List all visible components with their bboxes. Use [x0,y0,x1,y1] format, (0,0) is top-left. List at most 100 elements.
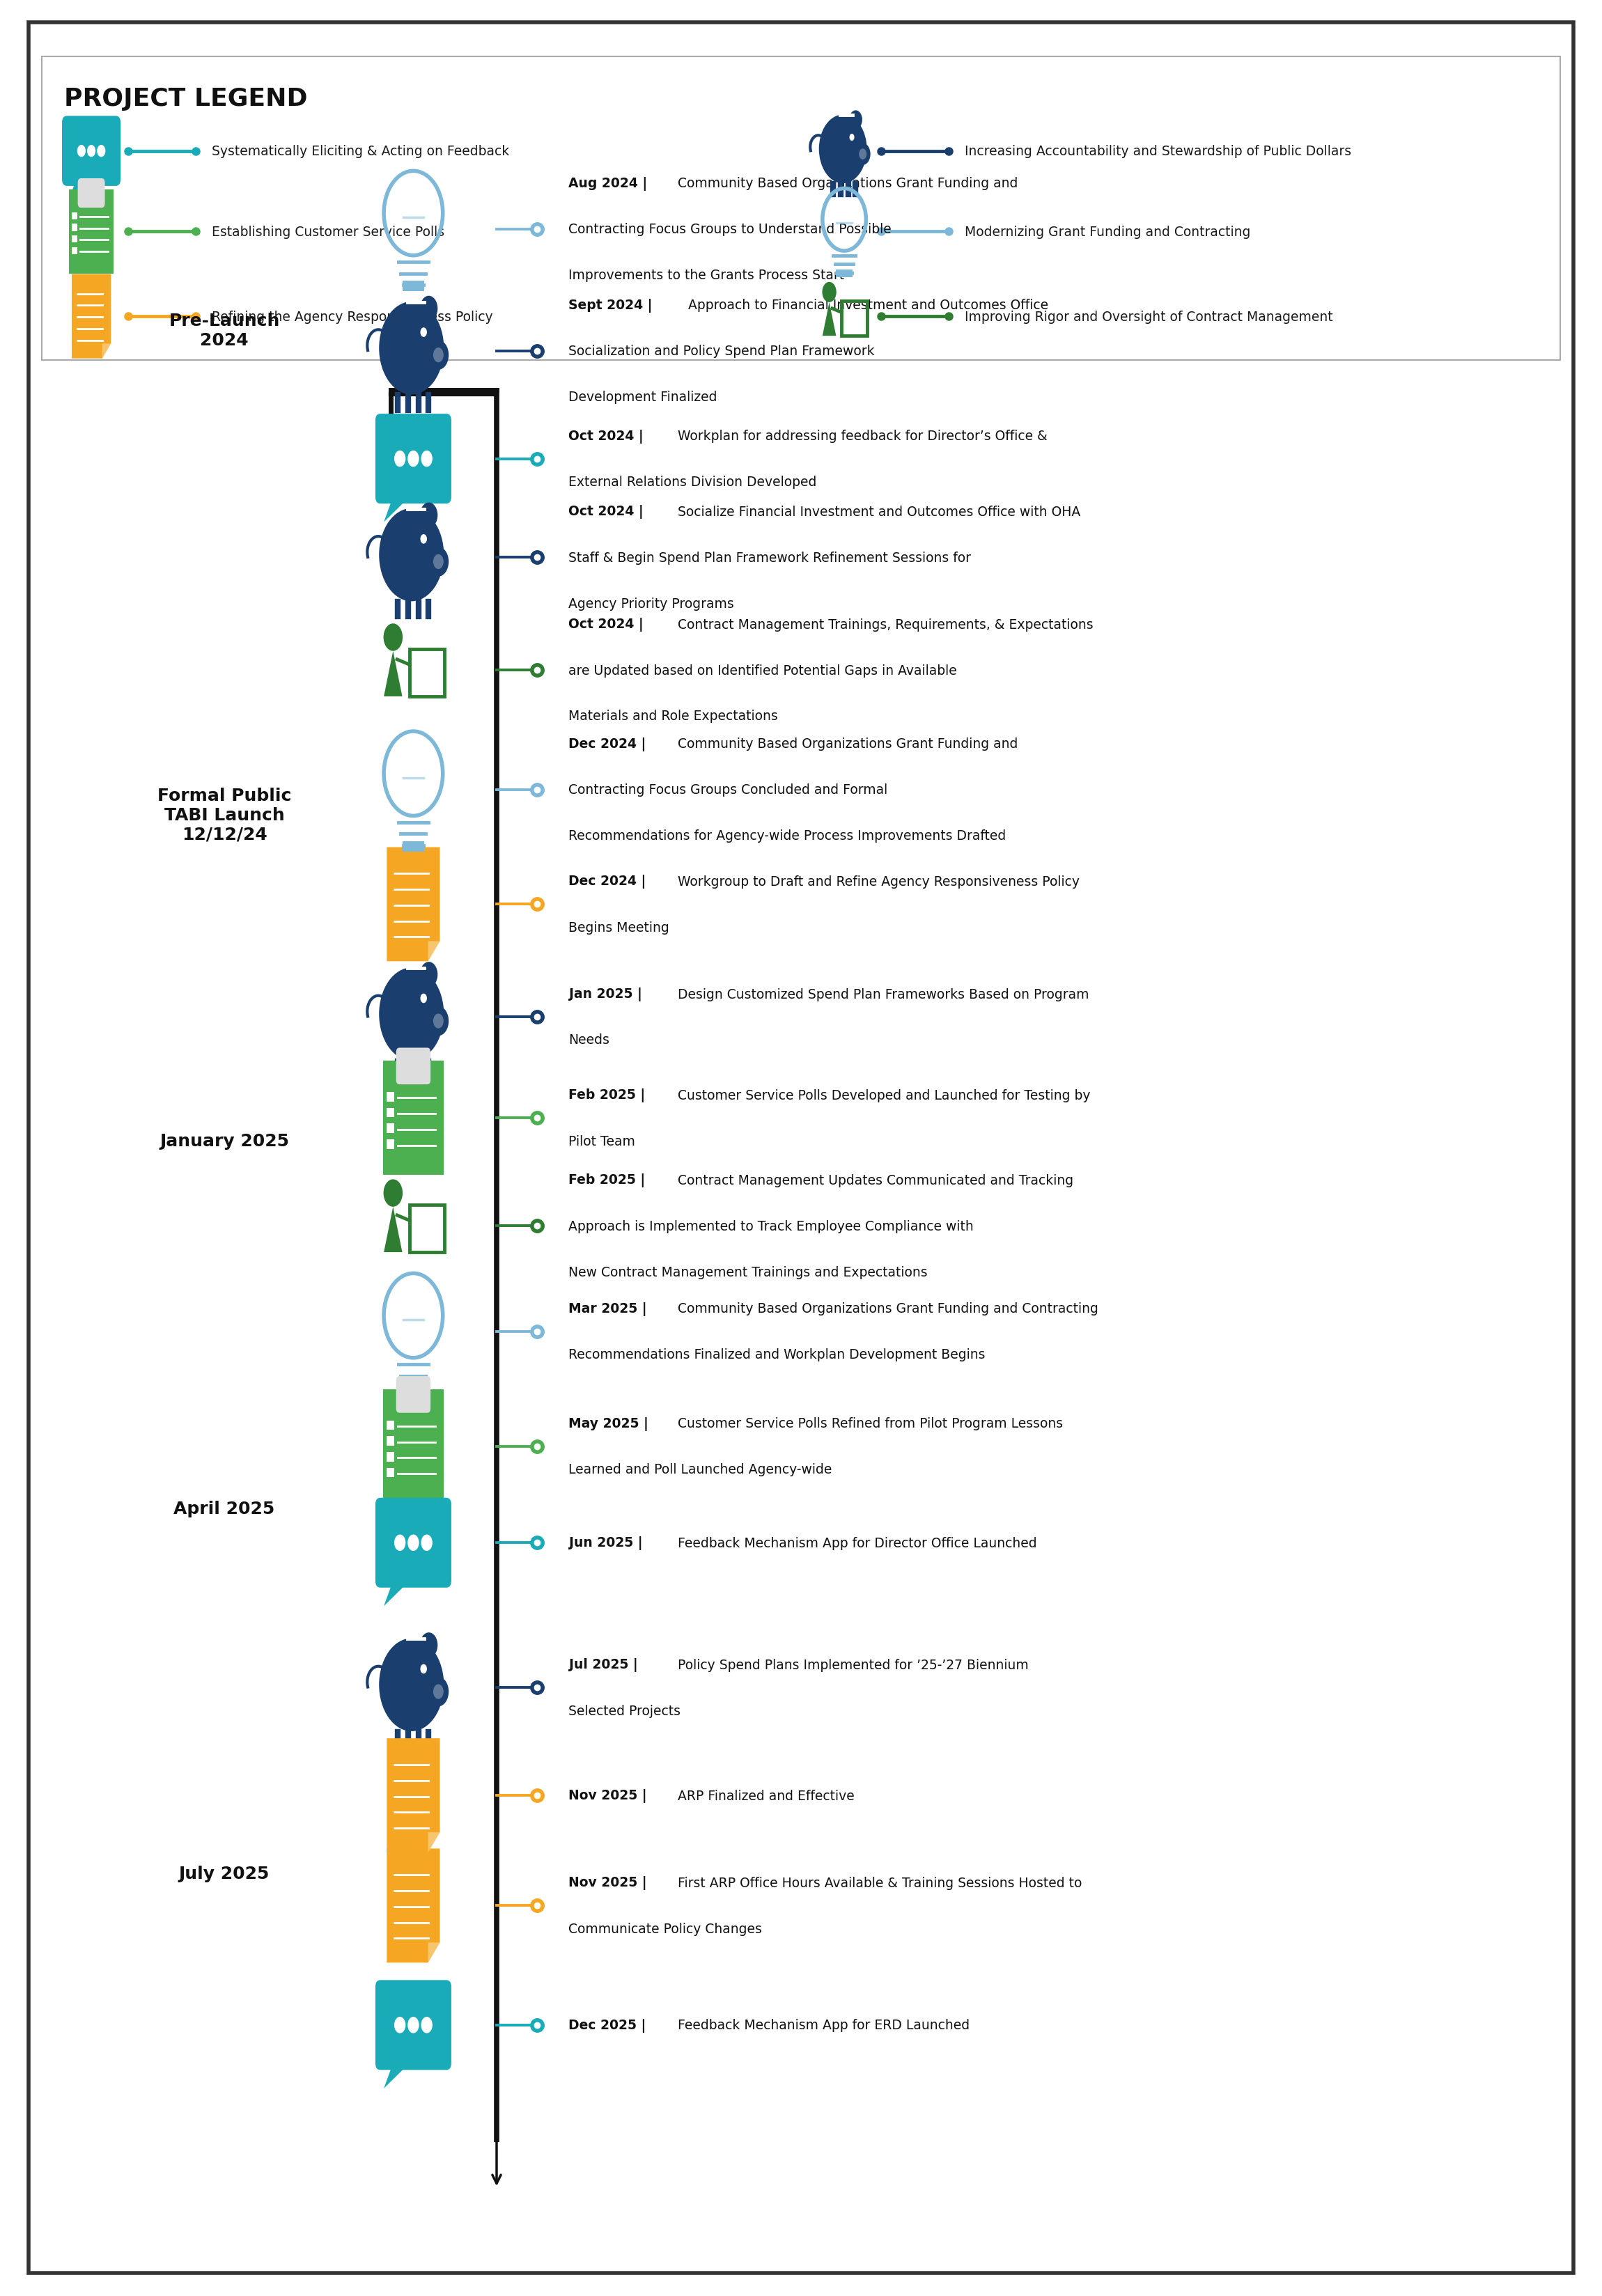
Text: Feedback Mechanism App for ERD Launched: Feedback Mechanism App for ERD Launched [678,2018,969,2032]
Circle shape [407,2016,420,2034]
Circle shape [420,503,437,528]
Text: Oct 2024 |: Oct 2024 | [569,429,649,443]
Text: Oct 2024 |: Oct 2024 | [569,505,649,519]
Text: Development Finalized: Development Finalized [569,390,718,404]
FancyBboxPatch shape [72,225,77,232]
Circle shape [859,149,867,161]
FancyBboxPatch shape [383,1061,444,1176]
Circle shape [420,1632,437,1658]
Polygon shape [428,1832,441,1853]
Circle shape [407,1534,420,1552]
Text: Nov 2025 |: Nov 2025 | [569,1876,652,1890]
Circle shape [421,2016,433,2034]
Text: Contract Management Trainings, Requirements, & Expectations: Contract Management Trainings, Requireme… [678,618,1094,631]
FancyBboxPatch shape [62,117,120,186]
Circle shape [383,625,402,652]
Circle shape [433,1685,444,1699]
Text: Contracting Focus Groups to Understand Possible: Contracting Focus Groups to Understand P… [569,223,892,236]
Text: Refining the Agency Responsiveness Policy: Refining the Agency Responsiveness Polic… [211,310,492,324]
Text: Pre-Launch
2024: Pre-Launch 2024 [168,312,280,349]
Polygon shape [386,847,441,962]
Text: Contracting Focus Groups Concluded and Formal: Contracting Focus Groups Concluded and F… [569,783,888,797]
Text: April 2025: April 2025 [173,1499,276,1518]
FancyBboxPatch shape [72,248,77,255]
Text: Mar 2025 |: Mar 2025 | [569,1302,652,1316]
Polygon shape [103,344,111,358]
Circle shape [407,450,420,468]
Text: July 2025: July 2025 [179,1864,269,1883]
Polygon shape [384,498,410,523]
FancyBboxPatch shape [402,282,425,292]
Text: January 2025: January 2025 [160,1132,288,1150]
Text: Improvements to the Grants Process Start: Improvements to the Grants Process Start [569,269,844,282]
Text: Feb 2025 |: Feb 2025 | [569,1088,650,1102]
FancyBboxPatch shape [386,1453,394,1463]
Circle shape [420,994,428,1003]
Text: Establishing Customer Service Polls: Establishing Customer Service Polls [211,225,444,239]
Circle shape [849,110,862,129]
Text: Pilot Team: Pilot Team [569,1134,636,1148]
Text: Community Based Organizations Grant Funding and: Community Based Organizations Grant Fund… [678,737,1019,751]
Circle shape [394,2016,405,2034]
Text: Oct 2024 |: Oct 2024 | [569,618,649,631]
Text: Learned and Poll Launched Agency-wide: Learned and Poll Launched Agency-wide [569,1463,833,1476]
Text: Communicate Policy Changes: Communicate Policy Changes [569,1922,763,1936]
Polygon shape [386,1848,441,1963]
FancyBboxPatch shape [383,1389,444,1504]
FancyBboxPatch shape [386,1109,394,1118]
Text: Modernizing Grant Funding and Contracting: Modernizing Grant Funding and Contractin… [964,225,1250,239]
Text: Dec 2025 |: Dec 2025 | [569,2018,650,2032]
Text: PROJECT LEGEND: PROJECT LEGEND [64,87,308,110]
FancyBboxPatch shape [396,1047,431,1084]
Circle shape [421,450,433,468]
Polygon shape [384,2064,410,2089]
FancyBboxPatch shape [402,843,425,852]
Text: Jan 2025 |: Jan 2025 | [569,987,646,1001]
Circle shape [855,145,870,165]
Circle shape [394,450,405,468]
Text: Policy Spend Plans Implemented for ’25-’27 Biennium: Policy Spend Plans Implemented for ’25-’… [678,1658,1028,1671]
Circle shape [428,1006,449,1035]
Circle shape [428,1676,449,1706]
Text: Community Based Organizations Grant Funding and: Community Based Organizations Grant Fund… [678,177,1019,191]
Circle shape [380,510,444,602]
Text: Jun 2025 |: Jun 2025 | [569,1536,647,1550]
Circle shape [380,969,444,1061]
Circle shape [420,296,437,321]
Text: Recommendations Finalized and Workplan Development Begins: Recommendations Finalized and Workplan D… [569,1348,985,1362]
Text: Community Based Organizations Grant Funding and Contracting: Community Based Organizations Grant Fund… [678,1302,1099,1316]
FancyBboxPatch shape [396,1375,431,1412]
FancyBboxPatch shape [386,1125,394,1134]
Text: Customer Service Polls Developed and Launched for Testing by: Customer Service Polls Developed and Lau… [678,1088,1091,1102]
FancyBboxPatch shape [386,1421,394,1430]
Text: Dec 2024 |: Dec 2024 | [569,737,650,751]
Text: New Contract Management Trainings and Expectations: New Contract Management Trainings and Ex… [569,1265,928,1279]
Polygon shape [384,652,402,696]
Polygon shape [428,941,441,962]
FancyBboxPatch shape [72,236,77,243]
Circle shape [420,962,437,987]
Text: May 2025 |: May 2025 | [569,1417,654,1430]
Circle shape [433,349,444,363]
Text: Recommendations for Agency-wide Process Improvements Drafted: Recommendations for Agency-wide Process … [569,829,1006,843]
Text: Selected Projects: Selected Projects [569,1704,681,1717]
Polygon shape [428,1942,441,1963]
Text: Staff & Begin Spend Plan Framework Refinement Sessions for: Staff & Begin Spend Plan Framework Refin… [569,551,971,565]
Text: Jul 2025 |: Jul 2025 | [569,1658,642,1671]
Circle shape [849,135,854,142]
Circle shape [380,1639,444,1731]
Text: Formal Public
TABI Launch
12/12/24: Formal Public TABI Launch 12/12/24 [157,788,292,843]
Circle shape [421,1534,433,1552]
FancyBboxPatch shape [386,1139,394,1150]
Text: Workgroup to Draft and Refine Agency Responsiveness Policy: Workgroup to Draft and Refine Agency Res… [678,875,1080,889]
Text: Systematically Eliciting & Acting on Feedback: Systematically Eliciting & Acting on Fee… [211,145,509,158]
Text: Feedback Mechanism App for Director Office Launched: Feedback Mechanism App for Director Offi… [678,1536,1036,1550]
FancyBboxPatch shape [69,191,114,273]
Text: Begins Meeting: Begins Meeting [569,921,670,934]
Circle shape [383,1180,402,1208]
FancyBboxPatch shape [836,271,852,278]
FancyBboxPatch shape [386,1437,394,1446]
Text: Approach is Implemented to Track Employee Compliance with: Approach is Implemented to Track Employe… [569,1219,974,1233]
Text: Sept 2024 |: Sept 2024 | [569,298,657,312]
Text: Feb 2025 |: Feb 2025 | [569,1173,650,1187]
